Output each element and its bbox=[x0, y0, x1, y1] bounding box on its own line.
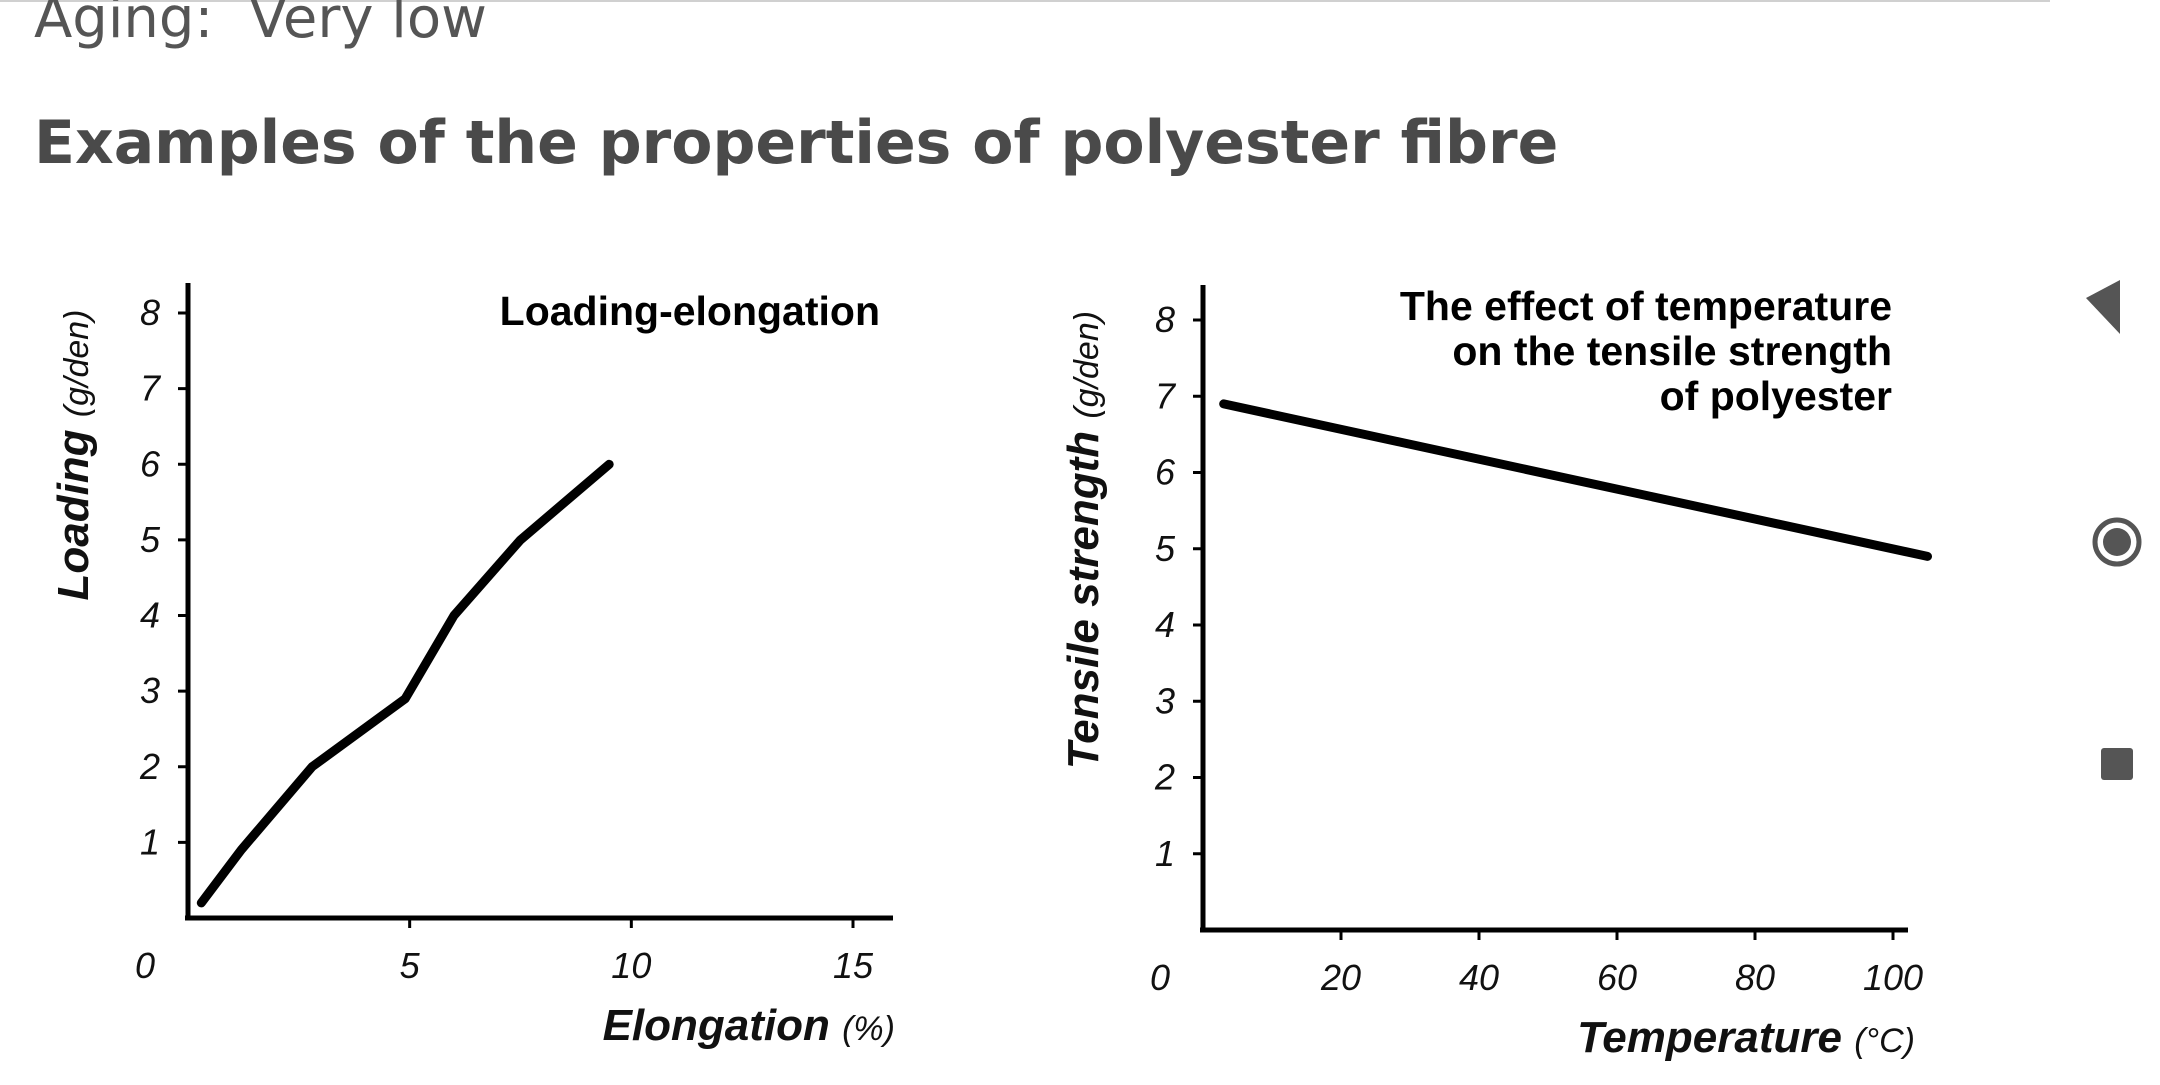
y-tick-label: 1 bbox=[140, 821, 160, 862]
y-tick-label: 8 bbox=[140, 292, 160, 333]
y-tick-label: 8 bbox=[1155, 299, 1175, 340]
y-tick-label: 7 bbox=[140, 368, 162, 409]
y-tick-label: 6 bbox=[140, 443, 161, 484]
y-axis-label: Tensile strength (g/den) bbox=[1059, 311, 1108, 769]
content-area: Aging: Very low Examples of the properti… bbox=[0, 0, 2050, 1062]
x-axis-unit: (°C) bbox=[1854, 1022, 1915, 1060]
series-line bbox=[196, 459, 614, 908]
home-circle-icon[interactable] bbox=[2092, 517, 2142, 567]
aging-text: Aging: Very low bbox=[34, 0, 487, 51]
top-divider bbox=[0, 0, 2050, 2]
chart-title-line: on the tensile strength bbox=[1452, 328, 1892, 374]
x-tick-label: 10 bbox=[611, 945, 651, 986]
y-tick-label: 1 bbox=[1155, 833, 1175, 874]
back-triangle-icon[interactable] bbox=[2070, 280, 2140, 360]
recents-square-icon[interactable] bbox=[2101, 748, 2133, 780]
y-tick-label: 5 bbox=[1155, 528, 1176, 569]
y-axis-unit: (g/den) bbox=[58, 309, 96, 417]
y-tick-label: 4 bbox=[140, 595, 160, 636]
y-axis-label: Loading (g/den) bbox=[49, 309, 98, 600]
origin-label: 0 bbox=[135, 945, 155, 986]
x-tick-label: 100 bbox=[1863, 957, 1923, 998]
navigation-bar bbox=[2050, 0, 2160, 1080]
y-tick-label: 4 bbox=[1155, 604, 1175, 645]
x-tick-label: 5 bbox=[400, 945, 421, 986]
y-axis-title: Tensile strength bbox=[1059, 419, 1108, 769]
x-axis-label: Temperature (°C) bbox=[1577, 1013, 1915, 1062]
y-tick-label: 6 bbox=[1155, 452, 1176, 493]
x-tick-label: 60 bbox=[1597, 957, 1637, 998]
y-axis-unit: (g/den) bbox=[1068, 311, 1106, 419]
loading-elongation-chart: 1 2 3 4 5 6 7 8 5 10 15 0 Elongation (%) Loading (g/d… bbox=[49, 283, 895, 1050]
series-line bbox=[1219, 399, 1932, 561]
section-heading: Examples of the properties of polyester … bbox=[34, 108, 1559, 178]
y-tick-label: 2 bbox=[1154, 757, 1175, 798]
y-tick-label: 2 bbox=[139, 746, 160, 787]
origin-label: 0 bbox=[1150, 957, 1170, 998]
y-tick-label: 3 bbox=[1155, 680, 1175, 721]
temperature-strength-chart: 1 2 3 4 5 6 7 8 20 40 60 80 100 0 Temperature (°C) Tens… bbox=[1059, 283, 1932, 1062]
x-axis-title: Elongation bbox=[603, 1001, 843, 1050]
x-tick-label: 20 bbox=[1320, 957, 1361, 998]
x-tick-label: 40 bbox=[1459, 957, 1499, 998]
y-tick-label: 3 bbox=[140, 670, 160, 711]
x-axis-label: Elongation (%) bbox=[603, 1001, 895, 1050]
x-tick-label: 15 bbox=[833, 945, 874, 986]
y-tick-label: 5 bbox=[140, 519, 161, 560]
y-axis-title: Loading bbox=[49, 417, 98, 600]
y-tick-label: 7 bbox=[1155, 375, 1177, 416]
x-tick-label: 80 bbox=[1735, 957, 1775, 998]
chart-title-line: The effect of temperature bbox=[1400, 283, 1892, 329]
x-axis-unit: (%) bbox=[842, 1010, 895, 1048]
x-axis-title: Temperature bbox=[1577, 1013, 1854, 1062]
chart-title-line: Loading-elongation bbox=[500, 288, 880, 334]
chart-title-line: of polyester bbox=[1660, 373, 1892, 419]
